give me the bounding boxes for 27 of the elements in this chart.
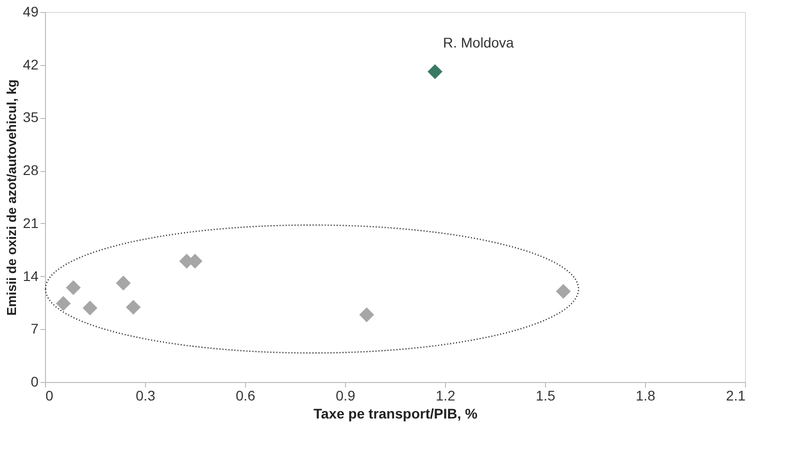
y-tick-label: 7 — [30, 320, 39, 337]
point — [56, 296, 71, 311]
x-axis-title: Taxe pe transport/PIB, % — [314, 406, 478, 422]
y-axis-title: Emisii de oxizi de azot/autovehicul, kg — [4, 79, 19, 316]
y-tick-label: 0 — [30, 374, 39, 390]
x-tick-label: 0 — [46, 388, 54, 404]
y-tick-label: 49 — [22, 4, 39, 20]
x-tick-label: 0.6 — [236, 388, 256, 404]
point — [66, 280, 81, 296]
point — [126, 300, 141, 315]
x-tick-label: 1.5 — [536, 388, 556, 404]
point — [82, 300, 98, 316]
y-tick-label: 35 — [22, 109, 39, 126]
y-tick-label: 42 — [22, 56, 39, 72]
x-tick-label: 1.8 — [636, 388, 656, 404]
point — [428, 64, 442, 80]
y-tick-label: 28 — [22, 162, 39, 178]
point — [556, 284, 571, 299]
x-tick-label: 0.3 — [136, 388, 156, 404]
y-tick-label: 14 — [22, 268, 39, 284]
x-tick-label: 1.2 — [436, 388, 456, 404]
y-tick-label: 21 — [22, 214, 39, 231]
x-tick-label: 0.9 — [336, 388, 356, 404]
point — [359, 307, 374, 322]
x-tick-label: 2.1 — [726, 388, 746, 404]
annotation: R. Moldova — [443, 34, 514, 51]
point — [116, 276, 131, 290]
